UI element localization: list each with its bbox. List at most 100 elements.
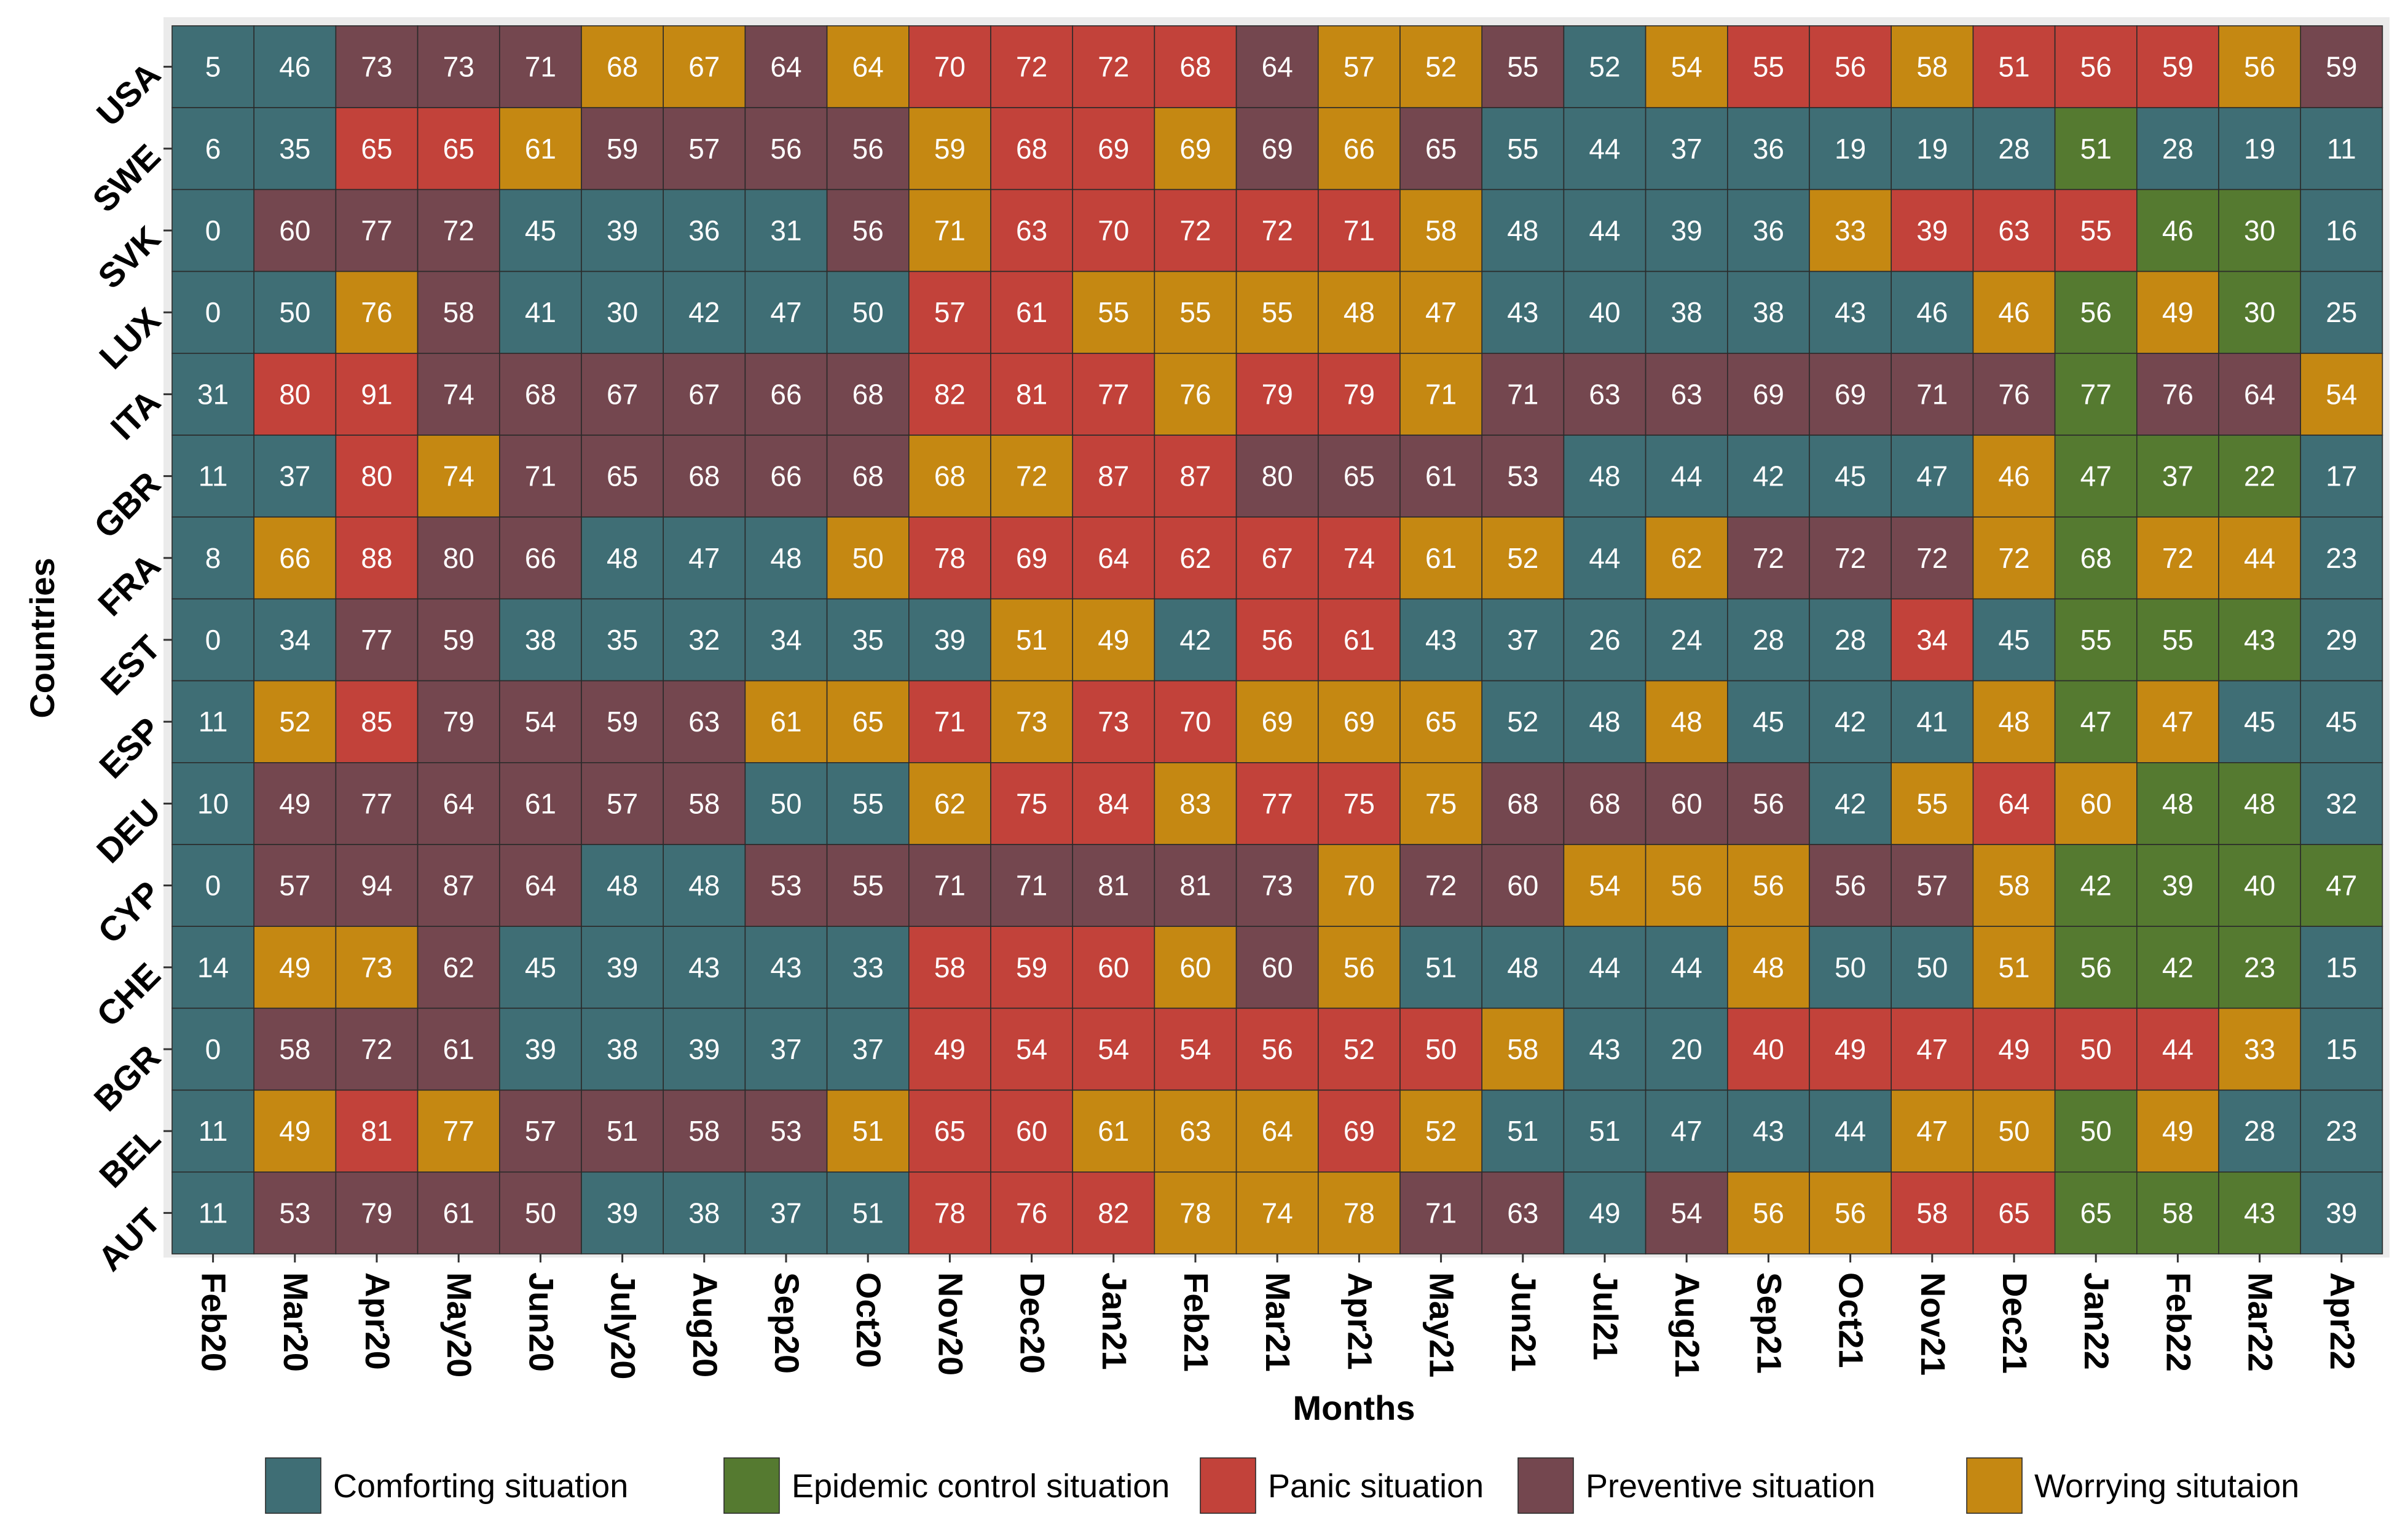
heatmap-cell [744, 107, 828, 191]
x-axis-ticks [212, 1254, 2343, 1262]
cell-value-label: 58 [688, 1115, 720, 1147]
cell-value-label: 48 [1589, 706, 1620, 738]
heatmap-cell [417, 270, 500, 354]
legend-swatch [1517, 1457, 1574, 1514]
x-tick-label: Dec20 [1013, 1272, 1052, 1374]
cell-value-label: 77 [361, 787, 392, 819]
heatmap-cell [826, 435, 910, 518]
cell-value-label: 43 [1589, 1033, 1620, 1065]
y-tick-label: LUX [92, 301, 168, 377]
cell-value-label: 71 [934, 215, 966, 246]
cell-value-label: 57 [688, 133, 720, 165]
heatmap-cell [171, 844, 254, 927]
cell-value-label: 43 [2244, 1197, 2275, 1229]
cell-value-label: 59 [607, 133, 638, 165]
cell-value-label: 52 [1425, 51, 1457, 83]
cell-value-label: 46 [1998, 460, 2029, 492]
cell-value-label: 50 [852, 542, 884, 574]
heatmap-cell [171, 598, 254, 682]
cell-value-label: 75 [1016, 787, 1047, 819]
cell-value-label: 38 [607, 1033, 638, 1065]
heatmap-cell [826, 25, 910, 108]
cell-value-label: 58 [1916, 51, 1948, 83]
heatmap-cell [2218, 762, 2301, 845]
cell-value-label: 39 [607, 215, 638, 246]
cell-value-label: 60 [1671, 787, 1702, 819]
heatmap-cell [2054, 25, 2138, 108]
cell-value-label: 76 [1998, 378, 2029, 410]
heatmap-cell [990, 680, 1073, 763]
heatmap-cell [1318, 435, 1401, 518]
cell-value-label: 71 [525, 51, 556, 83]
heatmap-cell [1563, 107, 1647, 191]
cell-value-label: 75 [1425, 787, 1457, 819]
cell-value-label: 11 [199, 1197, 228, 1229]
heatmap-cell [253, 762, 337, 845]
x-tick-label: Nov20 [931, 1272, 970, 1376]
cell-value-label: 59 [607, 706, 638, 738]
cell-value-label: 79 [361, 1197, 392, 1229]
heatmap-cell [908, 680, 991, 763]
heatmap-cell [1399, 25, 1482, 108]
cell-value-label: 71 [525, 460, 556, 492]
heatmap-cell [335, 762, 419, 845]
y-axis-ticks [163, 66, 172, 1214]
heatmap-cell [1072, 680, 1155, 763]
heatmap-cell [498, 762, 582, 845]
cell-value-label: 71 [1425, 378, 1457, 410]
cell-value-label: 60 [1016, 1115, 1047, 1147]
cell-value-label: 47 [1916, 460, 1948, 492]
cell-value-label: 43 [1835, 296, 1866, 328]
heatmap-cell [1481, 435, 1565, 518]
cell-value-label: 61 [1016, 296, 1047, 328]
cell-value-label: 15 [2326, 951, 2357, 983]
heatmap-cell [1891, 270, 1974, 354]
y-tick-label: FRA [90, 546, 168, 623]
cell-value-label: 65 [1344, 460, 1375, 492]
x-tick-label: Apr21 [1340, 1272, 1379, 1370]
heatmap-cell [990, 107, 1073, 191]
cell-value-label: 61 [443, 1197, 474, 1229]
heatmap-cell [253, 844, 337, 927]
heatmap-cell [1318, 1089, 1401, 1173]
cell-value-label: 48 [1589, 460, 1620, 492]
heatmap-cell [253, 107, 337, 191]
heatmap-cell [2136, 107, 2219, 191]
cell-value-label: 79 [1262, 378, 1293, 410]
heatmap-cell [2300, 1089, 2383, 1173]
heatmap-cell [1072, 516, 1155, 600]
cell-value-label: 22 [2244, 460, 2275, 492]
heatmap-cell [2300, 107, 2383, 191]
cell-value-label: 35 [852, 624, 884, 656]
cell-value-label: 20 [1671, 1033, 1702, 1065]
cell-value-label: 72 [1098, 51, 1129, 83]
heatmap-cell [335, 598, 419, 682]
heatmap-cell [1072, 107, 1155, 191]
heatmap-cell [1645, 680, 1728, 763]
cell-value-label: 19 [1835, 133, 1866, 165]
heatmap-cell [2218, 598, 2301, 682]
cell-value-label: 61 [1344, 624, 1375, 656]
cell-value-label: 58 [443, 296, 474, 328]
cell-value-label: 87 [1098, 460, 1129, 492]
cell-value-label: 55 [1179, 296, 1211, 328]
cell-value-label: 47 [770, 296, 801, 328]
heatmap-cell [171, 270, 254, 354]
heatmap-cell [744, 352, 828, 436]
heatmap-cell [1563, 352, 1647, 436]
y-tick-label: SWE [85, 136, 168, 219]
cell-value-label: 48 [2162, 787, 2194, 819]
heatmap-cell [335, 25, 419, 108]
cell-value-label: 58 [279, 1033, 310, 1065]
cell-value-label: 34 [770, 624, 801, 656]
cell-value-label: 61 [770, 706, 801, 738]
cell-value-label: 48 [770, 542, 801, 574]
heatmap-cell [2136, 926, 2219, 1009]
cell-value-label: 69 [1098, 133, 1129, 165]
cell-value-label: 50 [525, 1197, 556, 1229]
legend-swatch [1966, 1457, 2023, 1514]
cell-value-label: 47 [2162, 706, 2194, 738]
cell-value-label: 87 [1179, 460, 1211, 492]
heatmap-cell [417, 598, 500, 682]
heatmap-cell [1399, 1007, 1482, 1091]
